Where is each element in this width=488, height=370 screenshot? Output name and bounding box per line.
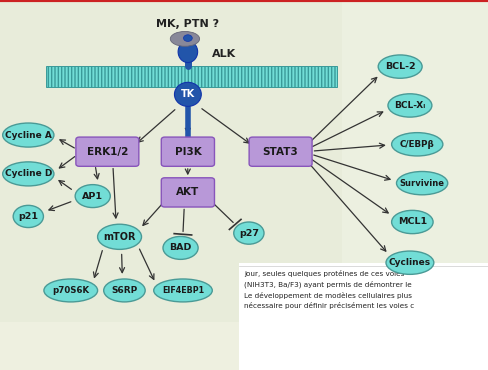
- Text: PI3K: PI3K: [175, 147, 201, 157]
- FancyBboxPatch shape: [239, 263, 488, 370]
- Ellipse shape: [386, 251, 434, 275]
- Bar: [46, 66, 337, 87]
- Text: EIF4EBP1: EIF4EBP1: [162, 286, 204, 295]
- Text: p21: p21: [19, 212, 38, 221]
- Text: AP1: AP1: [82, 192, 103, 201]
- Text: Survivine: Survivine: [400, 179, 445, 188]
- Ellipse shape: [44, 279, 98, 302]
- Text: AKT: AKT: [176, 187, 200, 198]
- Ellipse shape: [392, 133, 443, 156]
- Text: MK, PTN ?: MK, PTN ?: [156, 19, 220, 29]
- Ellipse shape: [154, 279, 212, 302]
- FancyBboxPatch shape: [162, 178, 215, 207]
- Ellipse shape: [392, 210, 433, 234]
- Text: S6RP: S6RP: [111, 286, 138, 295]
- Text: BCL-Xₗ: BCL-Xₗ: [394, 101, 426, 110]
- Ellipse shape: [3, 123, 54, 147]
- FancyBboxPatch shape: [76, 137, 139, 166]
- Text: Cycline D: Cycline D: [4, 169, 52, 178]
- Text: TK: TK: [181, 89, 195, 100]
- FancyBboxPatch shape: [0, 0, 342, 322]
- Text: C/EBPβ: C/EBPβ: [400, 140, 435, 149]
- Ellipse shape: [170, 31, 200, 46]
- FancyBboxPatch shape: [342, 0, 488, 322]
- Ellipse shape: [234, 222, 264, 244]
- Text: p70S6K: p70S6K: [52, 286, 89, 295]
- Text: MCL1: MCL1: [398, 218, 427, 226]
- Ellipse shape: [175, 83, 201, 107]
- Ellipse shape: [3, 162, 54, 186]
- Text: ERK1/2: ERK1/2: [87, 147, 128, 157]
- Text: Cycline A: Cycline A: [5, 131, 52, 139]
- Ellipse shape: [163, 236, 198, 259]
- Text: STAT3: STAT3: [263, 147, 299, 157]
- Text: p27: p27: [239, 229, 259, 238]
- Text: jour, seules quelques protéines de ces voies
(NIH3T3, Ba/F3) ayant permis de dém: jour, seules quelques protéines de ces v…: [244, 270, 414, 309]
- Ellipse shape: [13, 205, 43, 228]
- Ellipse shape: [103, 279, 145, 302]
- Ellipse shape: [378, 55, 422, 78]
- FancyBboxPatch shape: [162, 137, 215, 166]
- Ellipse shape: [183, 35, 192, 41]
- Ellipse shape: [396, 172, 448, 195]
- Text: Cyclines: Cyclines: [389, 258, 431, 267]
- Text: ALK: ALK: [212, 48, 236, 59]
- Text: BAD: BAD: [169, 243, 192, 252]
- Text: mTOR: mTOR: [103, 232, 136, 242]
- Ellipse shape: [178, 41, 198, 63]
- Ellipse shape: [388, 94, 432, 117]
- FancyBboxPatch shape: [249, 137, 312, 166]
- Ellipse shape: [75, 185, 110, 208]
- Text: BCL-2: BCL-2: [385, 62, 415, 71]
- Ellipse shape: [98, 224, 142, 249]
